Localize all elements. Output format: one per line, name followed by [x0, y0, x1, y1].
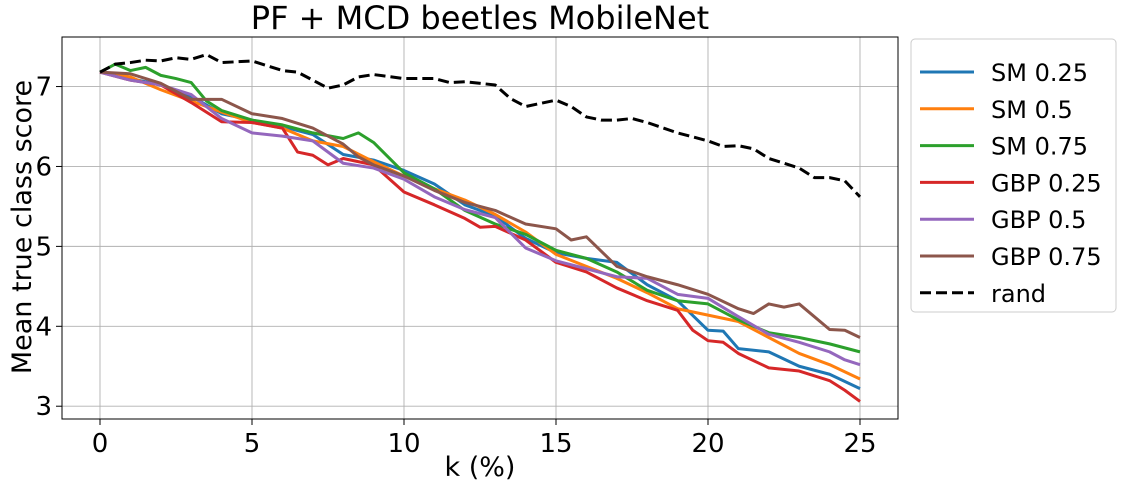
series-line-gbp-0-25 [99, 70, 861, 403]
y-tick-label: 3 [35, 392, 52, 422]
y-tick-label: 5 [35, 232, 52, 262]
series-line-gbp-0-5 [99, 70, 861, 367]
series-line-rand [99, 53, 862, 198]
legend-label-sm-0-25: SM 0.25 [991, 59, 1088, 87]
grid-lines [62, 37, 898, 419]
series-line-sm-0-75 [99, 62, 861, 354]
axis-ticks: 0 5 10 15 20 25 3 4 5 6 7 [35, 73, 876, 459]
series-line-gbp-0-75 [99, 70, 861, 339]
x-tick-label: 20 [691, 429, 724, 459]
legend-label-sm-0-75: SM 0.75 [991, 133, 1088, 161]
x-tick-label: 15 [539, 429, 572, 459]
legend: SM 0.25 SM 0.5 SM 0.75 GBP 0.25 GBP 0.5 GBP 0… [910, 38, 1117, 313]
legend-label-rand: rand [991, 280, 1046, 308]
x-axis-title: k (%) [445, 452, 516, 483]
x-tick-label: 10 [387, 429, 420, 459]
series-line-sm-0-25 [99, 70, 861, 390]
legend-box [910, 38, 1117, 313]
legend-label-gbp-0-25: GBP 0.25 [991, 169, 1102, 197]
plot-area-frame [61, 36, 899, 420]
data-series-group [99, 53, 862, 403]
legend-label-sm-0-5: SM 0.5 [991, 96, 1073, 124]
chart-title: PF + MCD beetles MobileNet [251, 0, 709, 37]
x-tick-label: 5 [244, 429, 261, 459]
x-tick-label: 25 [843, 429, 876, 459]
y-tick-label: 7 [35, 73, 52, 103]
y-tick-label: 6 [35, 152, 52, 182]
y-tick-label: 4 [35, 312, 52, 342]
x-tick-label: 0 [92, 429, 109, 459]
y-axis-title: Mean true class score [7, 80, 38, 374]
legend-label-gbp-0-75: GBP 0.75 [991, 243, 1102, 271]
legend-label-gbp-0-5: GBP 0.5 [991, 206, 1086, 234]
